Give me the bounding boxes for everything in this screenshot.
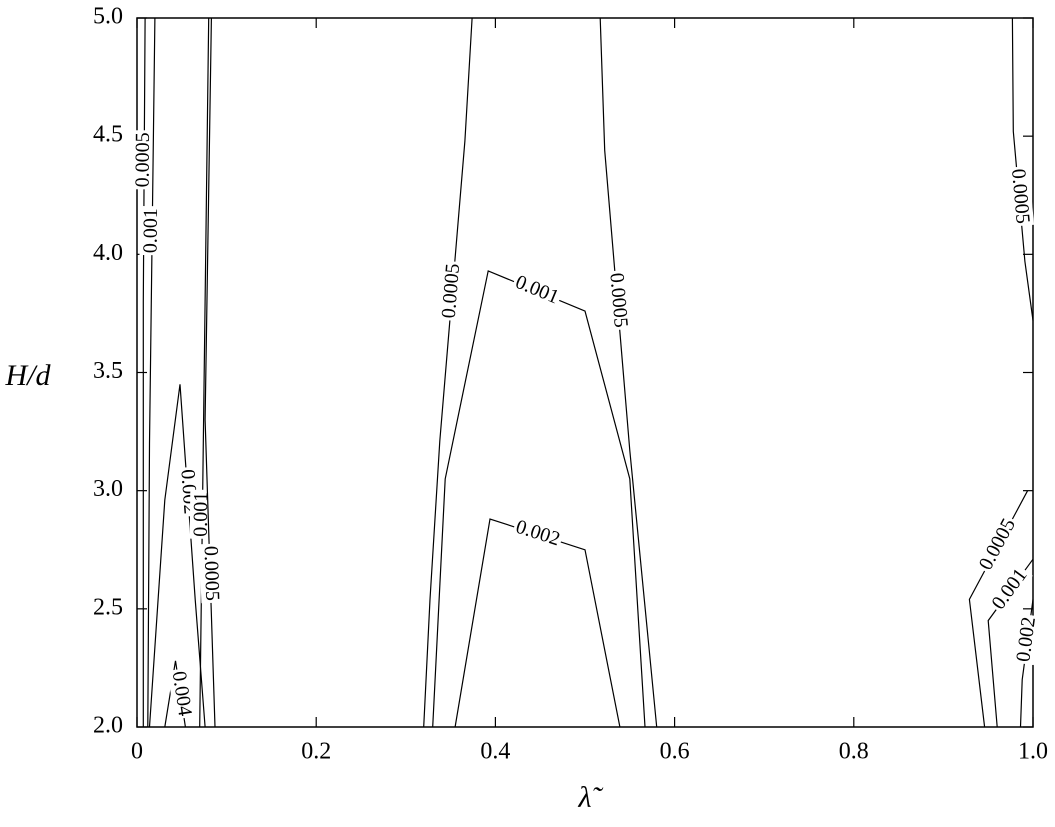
contour-label-bg xyxy=(139,206,163,256)
contour-label: 0.001 xyxy=(140,208,163,253)
contour-label-bg xyxy=(167,667,197,720)
contour-label-bg xyxy=(510,270,565,310)
contour-label-bg xyxy=(605,269,633,331)
contour-label: 0.0005 xyxy=(200,546,224,602)
contour-label: 0.0005 xyxy=(132,132,154,187)
contour-label-bg xyxy=(1006,165,1035,227)
contour-label: 0.001 xyxy=(190,492,213,537)
plot-frame xyxy=(136,17,1034,728)
contour-label-bg xyxy=(973,513,1021,576)
contour-label: 0.002 xyxy=(513,516,563,551)
contour-line xyxy=(423,17,473,728)
contour-label: 0.0005 xyxy=(1007,168,1034,225)
contour-line xyxy=(432,270,646,728)
x-tick-label: 0 xyxy=(131,739,143,765)
contour-line xyxy=(148,384,206,728)
x-tick-label: 0.6 xyxy=(660,739,690,765)
contour-label-bg xyxy=(199,543,224,604)
contour-line xyxy=(599,17,658,728)
contour-label-bg xyxy=(986,562,1033,616)
contour-line xyxy=(204,17,216,728)
x-tick-label: 0.4 xyxy=(480,739,510,765)
contour-label: 0.0005 xyxy=(605,272,632,329)
y-tick-label: 2.5 xyxy=(93,594,123,620)
x-tick-label: 0.8 xyxy=(839,739,869,765)
contour-line xyxy=(454,518,621,728)
y-tick-label: 3.5 xyxy=(93,358,123,384)
contour-label-bg xyxy=(437,260,465,322)
y-tick-label: 2.0 xyxy=(93,713,123,739)
contour-label: 0.004 xyxy=(168,670,196,718)
y-axis-label: H/d xyxy=(5,359,52,392)
contour-label: 0.0005 xyxy=(438,263,465,320)
contour-line xyxy=(147,17,156,728)
x-tick-label: 1.0 xyxy=(1018,739,1048,765)
y-tick-label: 4.5 xyxy=(93,122,123,148)
contour-label-bg xyxy=(189,489,213,539)
contour-label: 0.001 xyxy=(512,271,562,309)
contour-label-bg xyxy=(1012,613,1041,666)
contour-label-bg xyxy=(131,130,154,190)
y-tick-label: 4.0 xyxy=(93,240,123,266)
y-tick-label: 5.0 xyxy=(93,4,123,30)
contour-label: 0.002 xyxy=(1012,616,1040,664)
contour-line xyxy=(142,17,146,727)
contour-line xyxy=(199,17,210,728)
contour-label-bg xyxy=(511,515,565,552)
x-axis-label: λ̃ xyxy=(578,781,604,814)
y-tick-label: 3.0 xyxy=(93,476,123,502)
x-tick-label: 0.2 xyxy=(301,739,331,765)
